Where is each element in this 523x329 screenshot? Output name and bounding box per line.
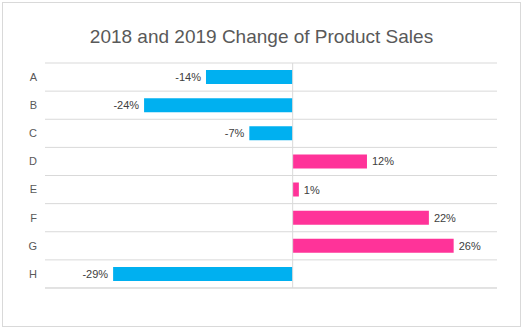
svg-text:F: F	[30, 212, 37, 224]
svg-text:-29%: -29%	[82, 268, 108, 280]
svg-text:22%: 22%	[434, 212, 456, 224]
html-text:2018 and 2019 Change of Produc: 2018 and 2019 Change of Product Sales	[89, 26, 434, 47]
svg-text:1%: 1%	[304, 184, 320, 196]
svg-text:C: C	[29, 127, 37, 139]
svg-text:26%: 26%	[459, 240, 481, 252]
svg-text:-24%: -24%	[113, 99, 139, 111]
svg-text:-14%: -14%	[175, 71, 201, 83]
svg-text:H: H	[29, 268, 37, 280]
svg-text:D: D	[29, 155, 37, 167]
svg-text:E: E	[30, 183, 37, 195]
svg-text:12%: 12%	[372, 155, 394, 167]
svg-text:B: B	[30, 99, 37, 111]
svg-text:-7%: -7%	[225, 127, 245, 139]
svg-text:G: G	[28, 240, 37, 252]
svg-text:A: A	[30, 71, 38, 83]
